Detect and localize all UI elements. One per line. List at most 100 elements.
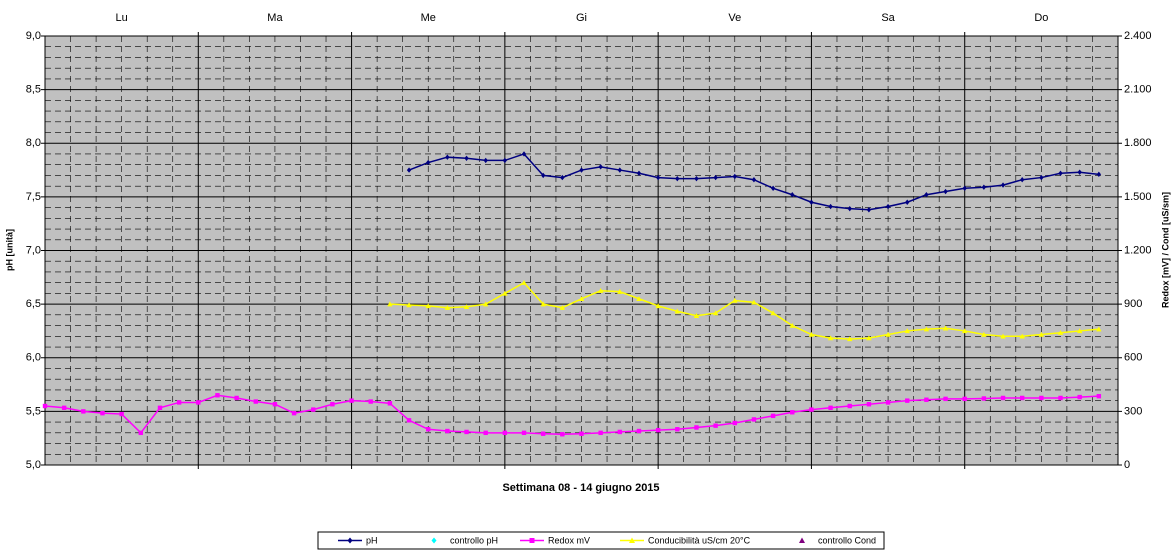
x-title: Settimana 08 - 14 giugno 2015	[502, 482, 659, 494]
marker	[176, 400, 182, 405]
marker	[962, 185, 967, 191]
marker	[751, 417, 757, 422]
marker	[61, 405, 67, 410]
marker	[675, 427, 680, 432]
marker	[406, 302, 412, 308]
marker	[617, 167, 623, 173]
marker	[732, 173, 737, 180]
marker	[502, 430, 508, 436]
marker	[866, 402, 872, 407]
y-tick-label: 5,5	[26, 405, 41, 417]
marker	[368, 399, 373, 404]
marker	[655, 427, 661, 433]
marker	[1039, 174, 1044, 181]
legend	[317, 531, 885, 550]
y-title: pH [unità]	[4, 229, 14, 271]
x-tick-label: Lu	[116, 12, 128, 24]
y-tick-label: 6,0	[26, 352, 41, 364]
marker	[215, 393, 220, 398]
marker	[463, 304, 470, 310]
marker	[444, 305, 451, 310]
marker	[521, 151, 527, 157]
marker	[445, 428, 450, 434]
marker	[770, 185, 776, 191]
marker	[617, 429, 623, 435]
marker	[790, 410, 795, 415]
y2-tick-label: 600	[1124, 352, 1142, 364]
legend-label: controllo Cond	[818, 535, 876, 545]
marker	[464, 155, 469, 161]
legend-marker	[529, 538, 535, 543]
marker	[981, 184, 987, 190]
marker	[597, 288, 604, 293]
x-tick-label: Gi	[576, 12, 587, 24]
marker	[847, 336, 853, 342]
marker	[540, 172, 546, 179]
marker	[732, 420, 737, 426]
marker	[540, 431, 546, 436]
marker	[962, 328, 968, 334]
marker	[1058, 170, 1063, 176]
marker	[579, 167, 584, 173]
marker	[713, 174, 718, 181]
marker	[636, 170, 642, 176]
marker	[905, 199, 910, 205]
marker	[904, 328, 910, 334]
legend-label: Conducibilità uS/cm 20°C	[648, 535, 751, 545]
marker	[942, 325, 949, 331]
marker	[100, 410, 105, 416]
y-tick-label: 7,0	[26, 244, 41, 256]
y-tick-label: 8,0	[26, 137, 41, 149]
marker	[885, 400, 891, 405]
marker	[924, 397, 929, 402]
marker	[827, 335, 834, 341]
y2-title: Redox [mV] / Cond [uS/sm]	[1160, 192, 1170, 308]
marker	[1096, 393, 1102, 399]
marker	[42, 403, 48, 409]
marker	[923, 326, 930, 332]
marker	[502, 157, 508, 164]
y2-tick-label: 1.200	[1124, 244, 1152, 256]
marker	[866, 335, 872, 341]
marker	[847, 205, 852, 212]
marker	[1096, 171, 1102, 178]
marker	[311, 407, 316, 412]
marker	[636, 296, 642, 301]
y2-tick-label: 900	[1124, 298, 1142, 310]
marker	[445, 154, 450, 160]
marker	[1039, 395, 1044, 401]
marker	[694, 425, 699, 430]
marker	[828, 405, 833, 410]
marker	[521, 279, 527, 285]
legend-label: controllo pH	[450, 535, 498, 545]
y-tick-label: 7,5	[26, 191, 41, 203]
y-tick-label: 5,0	[26, 459, 41, 471]
marker	[483, 430, 488, 436]
marker	[1019, 177, 1025, 183]
marker	[81, 409, 86, 414]
marker	[962, 396, 967, 402]
y2-tick-label: 1.800	[1124, 137, 1152, 149]
marker	[482, 301, 489, 307]
marker	[636, 428, 642, 434]
marker	[1096, 326, 1102, 332]
marker	[828, 203, 833, 210]
marker	[425, 303, 431, 309]
marker	[905, 398, 910, 403]
marker	[713, 423, 718, 428]
marker	[1058, 395, 1063, 401]
marker	[885, 331, 891, 337]
marker	[119, 411, 124, 417]
marker	[694, 175, 699, 182]
marker	[406, 167, 412, 173]
legend-marker	[629, 537, 635, 543]
marker	[483, 157, 488, 164]
y-tick-label: 9,0	[26, 30, 41, 42]
marker	[272, 402, 278, 407]
marker	[560, 432, 565, 437]
y-tick-label: 8,5	[26, 84, 41, 96]
marker	[1019, 333, 1025, 339]
marker	[770, 413, 776, 419]
y2-tick-label: 2.400	[1124, 30, 1152, 42]
